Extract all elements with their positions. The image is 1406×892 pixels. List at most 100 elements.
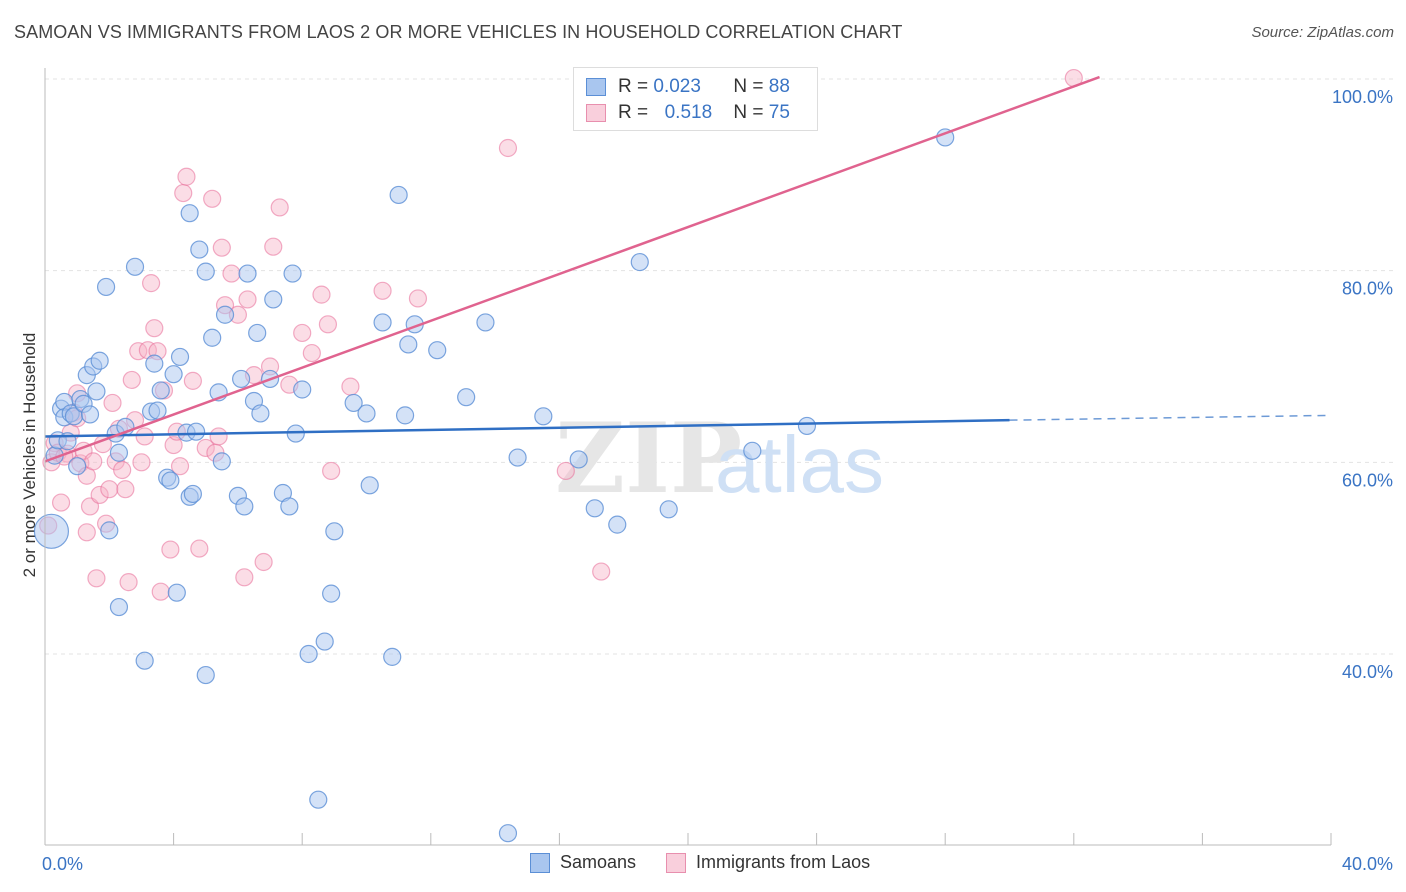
data-point-samoans xyxy=(344,393,363,413)
data-point-samoans xyxy=(383,647,402,666)
data-point-samoans xyxy=(196,262,215,281)
data-point-samoans xyxy=(373,313,392,332)
legend-r-label: R = xyxy=(618,102,649,123)
data-point-samoans xyxy=(232,369,251,389)
trend-lines xyxy=(44,75,1332,463)
data-point-samoans xyxy=(212,452,231,471)
data-point-laos xyxy=(302,343,321,363)
data-point-samoans xyxy=(399,335,418,354)
data-point-laos xyxy=(408,289,428,308)
trend-line-samoans-extension xyxy=(1009,414,1332,421)
data-point-laos xyxy=(84,452,103,471)
legend-n-value: 88 xyxy=(768,76,790,97)
data-point-laos xyxy=(174,183,193,203)
legend-label-samoans: Samoans xyxy=(560,852,637,872)
legend-swatch-samoans xyxy=(530,852,550,873)
data-point-samoans xyxy=(215,305,235,324)
data-point-laos xyxy=(141,274,161,293)
data-point-samoans xyxy=(286,424,305,443)
data-point-samoans xyxy=(508,448,527,467)
data-point-laos xyxy=(161,540,180,559)
data-point-laos xyxy=(122,370,141,390)
data-point-samoans xyxy=(630,252,649,272)
source-label: Source: ZipAtlas.com xyxy=(1251,24,1394,41)
data-point-laos xyxy=(222,264,241,283)
data-point-laos xyxy=(145,319,164,338)
legend-r-value: 0.023 xyxy=(653,76,701,97)
data-point-samoans xyxy=(389,185,408,205)
data-point-laos xyxy=(90,485,109,505)
data-point-laos xyxy=(129,342,148,361)
data-point-samoans xyxy=(96,277,116,297)
data-point-samoans xyxy=(299,644,318,664)
data-point-samoans xyxy=(309,790,328,809)
data-point-samoans xyxy=(167,583,186,602)
data-point-laos xyxy=(196,438,215,458)
data-point-samoans xyxy=(283,264,302,283)
data-point-laos xyxy=(373,281,392,300)
data-point-samoans xyxy=(100,521,119,540)
data-point-samoans xyxy=(148,401,167,420)
legend-n-label: N = xyxy=(733,76,764,97)
data-point-samoans xyxy=(109,443,129,462)
data-point-samoans xyxy=(315,632,334,651)
data-point-samoans xyxy=(125,257,145,276)
legend-item-laos: Immigrants from Laos xyxy=(666,852,870,873)
data-point-samoans xyxy=(743,441,762,460)
data-point-samoans xyxy=(135,651,154,670)
data-point-samoans xyxy=(797,416,817,436)
trend-line-laos xyxy=(44,75,1100,463)
data-point-samoans xyxy=(457,388,476,407)
data-point-samoans xyxy=(360,476,379,495)
data-point-laos xyxy=(183,371,202,390)
data-point-laos xyxy=(151,582,170,601)
legend-n-value: 75 xyxy=(768,102,790,123)
data-point-samoans xyxy=(109,597,129,617)
trend-line-samoans xyxy=(44,418,1010,438)
data-point-laos xyxy=(270,198,289,217)
legend-row-laos: R = 0.518 N = 75 xyxy=(586,100,790,126)
data-point-samoans xyxy=(68,457,87,476)
data-point-laos xyxy=(77,523,96,542)
data-point-samoans xyxy=(90,351,109,370)
axes: 0.0% 40.0% xyxy=(42,68,1393,874)
data-point-samoans xyxy=(608,515,627,534)
data-point-samoans xyxy=(569,450,588,469)
data-point-samoans xyxy=(534,407,553,426)
y-tick-label: 80.0% xyxy=(1342,279,1393,299)
data-point-samoans xyxy=(180,204,199,223)
data-point-samoans xyxy=(428,341,447,360)
data-point-samoans xyxy=(395,406,415,425)
data-point-laos xyxy=(190,539,209,558)
watermark: ZIP atlas xyxy=(555,402,884,515)
data-point-samoans xyxy=(325,522,344,541)
y-tick-label: 60.0% xyxy=(1342,470,1393,490)
data-point-laos xyxy=(135,427,154,446)
data-point-laos xyxy=(51,493,71,512)
data-point-samoans xyxy=(293,380,312,399)
data-point-laos xyxy=(341,377,360,396)
data-point-laos xyxy=(556,461,575,481)
data-point-laos xyxy=(235,568,254,587)
legend-n-label: N = xyxy=(733,102,764,123)
data-point-laos xyxy=(254,552,273,572)
data-point-samoans xyxy=(264,290,283,309)
watermark-atlas: atlas xyxy=(715,420,884,509)
data-point-samoans xyxy=(476,313,495,332)
data-point-samoans xyxy=(322,584,341,603)
grid-layer: 40.0% 60.0% 80.0% 100.0% xyxy=(45,78,1393,682)
legend-swatch-blue xyxy=(586,78,606,96)
correlation-legend: R = 0.023 N = 88 R = 0.518 N = 75 xyxy=(573,67,818,131)
data-point-samoans xyxy=(190,240,209,259)
data-point-samoans xyxy=(151,381,170,400)
series-legend: Samoans Immigrants from Laos xyxy=(530,852,900,873)
data-point-samoans xyxy=(161,471,180,490)
legend-r-label: R = xyxy=(618,76,649,97)
data-point-laos xyxy=(100,480,119,499)
data-point-samoans xyxy=(280,497,299,516)
data-point-laos xyxy=(164,435,183,455)
data-point-laos xyxy=(293,323,312,343)
x-tick-label: 0.0% xyxy=(42,854,83,874)
data-point-samoans xyxy=(203,328,222,347)
chart-title: SAMOAN VS IMMIGRANTS FROM LAOS 2 OR MORE… xyxy=(14,22,903,42)
